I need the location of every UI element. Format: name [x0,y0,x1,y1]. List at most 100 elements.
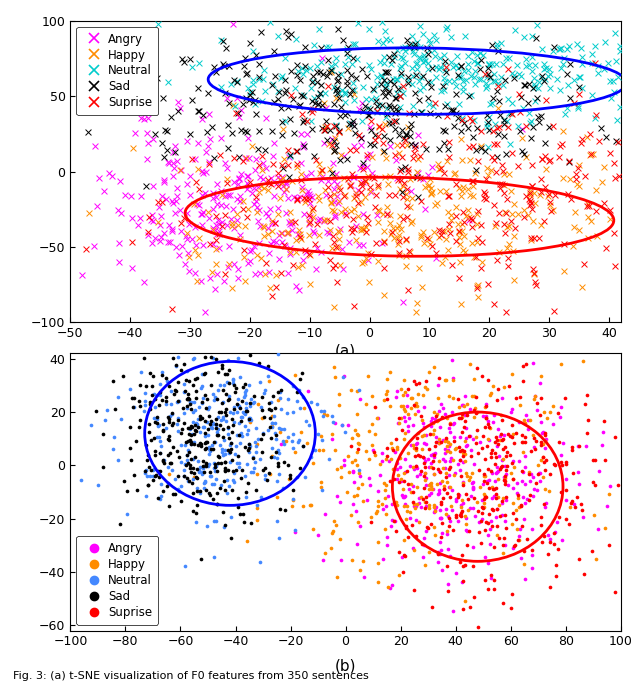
Point [538,438,548,449]
Point [457,577,467,588]
Point [424,479,434,490]
Point [161,376,172,387]
Point [476,257,486,268]
Point [497,498,507,509]
Point [403,164,413,175]
Point [248,397,259,408]
Point [113,204,124,216]
Point [240,409,250,420]
Point [545,206,556,217]
Point [509,24,520,35]
Point [446,214,456,225]
Point [240,220,250,231]
Point [504,168,514,179]
Point [196,383,207,394]
Point [514,535,524,546]
Point [379,52,389,63]
Point [445,550,455,561]
Point [507,419,517,430]
Point [125,63,136,74]
Point [358,495,368,506]
Point [426,82,436,93]
Point [583,211,593,222]
Point [570,502,580,513]
Point [428,62,438,73]
Point [329,175,339,186]
Point [492,504,502,515]
Point [369,401,380,412]
Point [204,444,214,455]
Point [271,430,281,441]
Point [515,399,525,410]
Point [429,468,440,480]
Point [392,44,402,55]
Point [593,68,603,79]
Point [295,192,305,203]
Point [317,53,327,64]
Point [432,437,442,448]
Point [509,69,520,80]
Point [519,545,529,556]
Point [329,171,339,182]
Point [394,235,404,246]
Point [275,392,285,403]
Point [542,412,552,423]
Point [392,172,402,183]
Point [161,144,172,155]
Point [287,436,297,447]
Point [275,174,285,185]
Point [316,477,326,488]
Point [260,462,270,473]
Point [586,148,596,159]
Point [230,448,240,459]
Point [574,553,584,564]
Point [382,386,392,397]
Point [518,491,529,502]
Point [303,249,314,260]
Point [321,508,331,519]
Point [179,57,189,68]
Point [435,455,445,466]
Point [327,410,337,421]
Point [353,185,364,196]
Point [520,437,531,448]
Point [150,446,160,457]
Point [200,475,210,486]
Point [527,550,538,561]
Point [500,208,511,219]
Point [424,45,434,56]
Point [257,405,267,416]
Point [408,496,418,507]
Point [435,185,445,196]
Point [461,441,472,452]
Point [399,133,409,144]
Point [545,82,556,94]
Point [366,64,376,75]
Point [449,432,460,443]
Point [370,449,380,460]
Point [419,402,429,413]
Point [480,574,490,586]
Point [527,524,537,535]
Point [454,446,465,457]
Point [229,402,239,413]
Point [210,436,220,447]
Point [431,34,442,45]
Point [472,49,482,60]
Point [120,64,130,76]
Point [292,229,303,240]
Point [481,401,491,412]
Point [566,193,576,204]
Point [365,516,376,527]
Point [326,198,337,209]
Point [228,468,239,479]
Point [602,58,612,69]
Point [526,115,536,126]
Point [468,131,478,142]
Point [193,164,203,175]
Point [366,94,376,105]
Point [465,430,476,441]
Point [373,537,383,548]
Point [304,193,314,204]
Point [396,60,406,71]
